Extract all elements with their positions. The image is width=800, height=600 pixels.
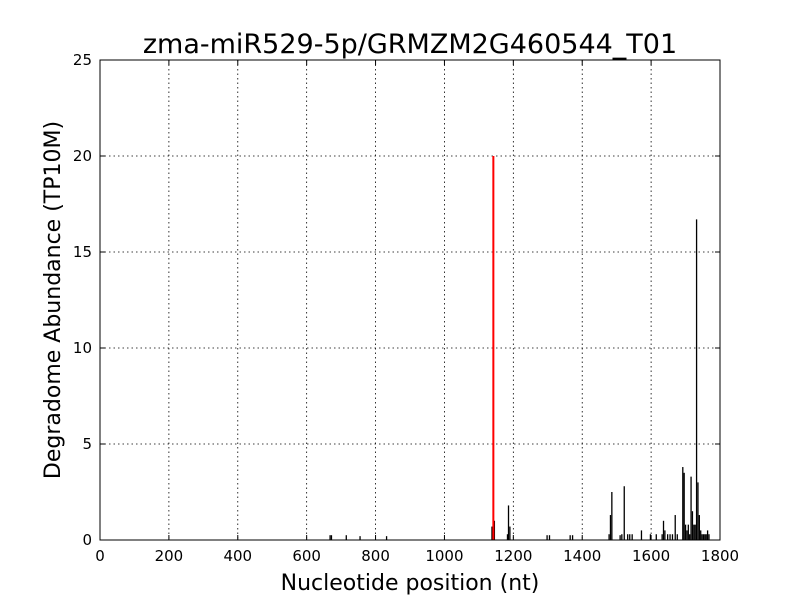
- x-tick-label: 1200: [494, 547, 532, 565]
- x-tick-label: 600: [292, 547, 321, 565]
- y-tick-label: 10: [73, 339, 92, 357]
- y-tick-label: 25: [73, 51, 92, 69]
- grid-layer: [100, 60, 720, 540]
- x-tick-label: 200: [155, 547, 184, 565]
- y-tick-label: 20: [73, 147, 92, 165]
- x-tick-label: 400: [223, 547, 252, 565]
- x-tick-label: 1000: [425, 547, 463, 565]
- bars-layer: [329, 219, 710, 540]
- x-axis-label: Nucleotide position (nt): [281, 571, 540, 596]
- x-tick-label: 1800: [701, 547, 739, 565]
- x-tick-label: 1600: [632, 547, 670, 565]
- chart-title: zma-miR529-5p/GRMZM2G460544_T01: [143, 29, 677, 60]
- plot-frame: [99, 59, 721, 541]
- y-tick-label: 0: [82, 531, 92, 549]
- x-tick-label: 0: [95, 547, 105, 565]
- x-tick-label: 800: [361, 547, 390, 565]
- ticks-layer: 0 200 400 600 800 1000 1200 1400 1600 1800 0 5 10 15 2…: [73, 51, 739, 565]
- x-tick-label: 1400: [563, 547, 601, 565]
- y-tick-label: 5: [82, 435, 92, 453]
- y-axis-label: Degradome Abundance (TP10M): [41, 121, 66, 479]
- y-tick-label: 15: [73, 243, 92, 261]
